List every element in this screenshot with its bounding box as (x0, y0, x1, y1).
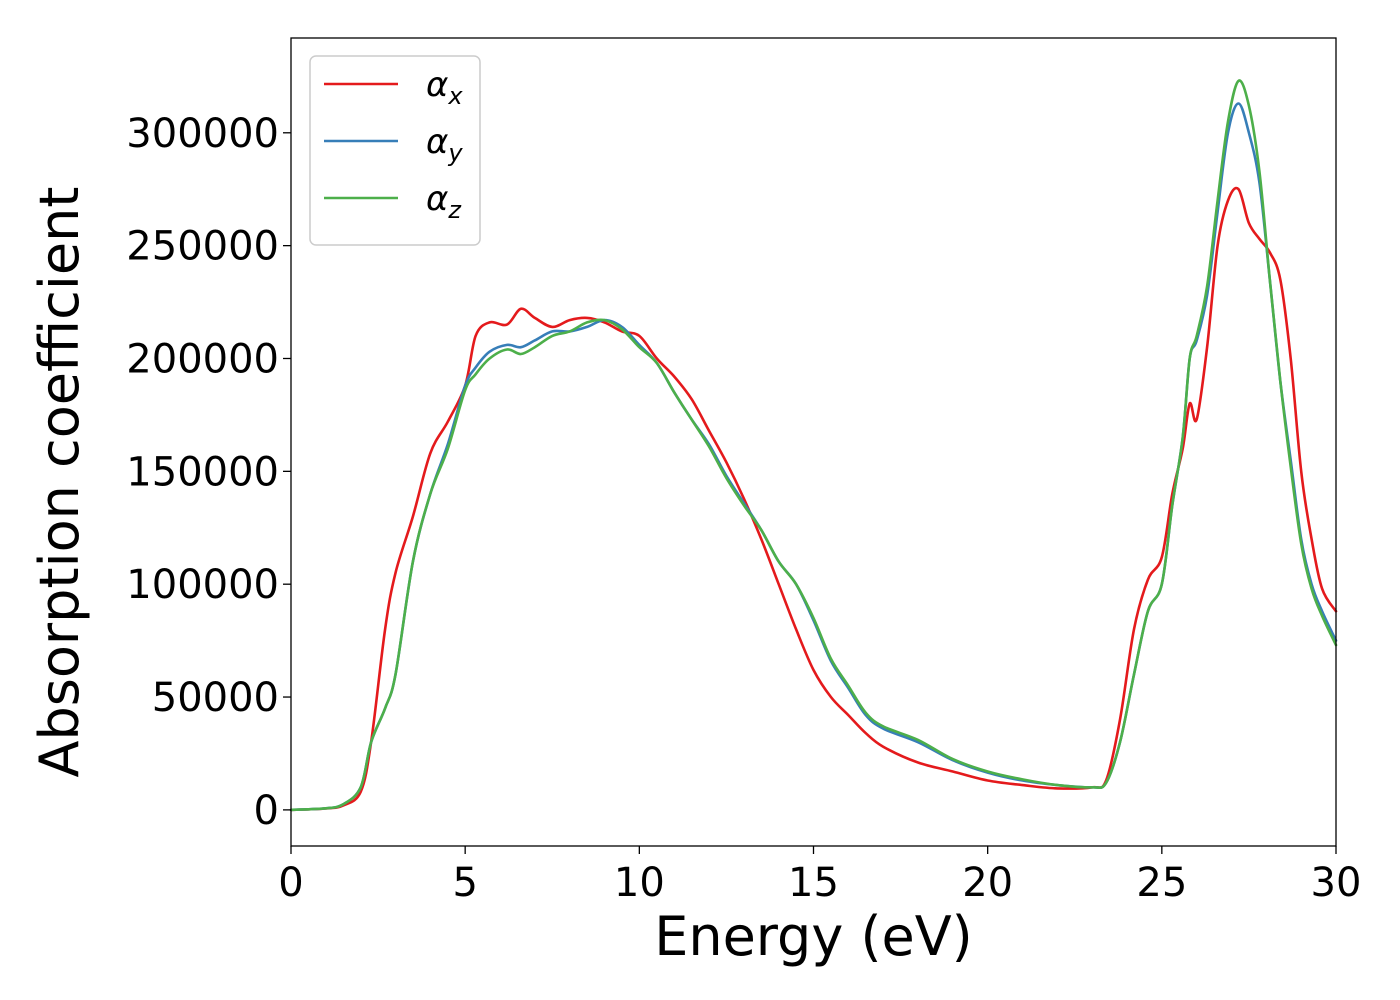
x-tick-label: 0 (278, 860, 303, 906)
x-tick-label: 10 (614, 860, 665, 906)
y-tick-label: 100000 (126, 562, 279, 608)
series-layer (289, 79, 1338, 812)
x-axis: 0 5 10 15 20 25 30 (278, 846, 1361, 906)
y-tick-label: 300000 (126, 111, 279, 157)
x-axis-title: Energy (eV) (654, 905, 973, 968)
y-tick-label: 150000 (126, 449, 279, 495)
y-tick-label: 0 (254, 788, 279, 834)
x-tick-label: 25 (1136, 860, 1187, 906)
y-axis: 0 50000 100000 150000 200000 250000 300000 (126, 111, 291, 834)
y-tick-label: 250000 (126, 224, 279, 270)
y-tick-label: 50000 (152, 675, 279, 721)
y-axis-title: Absorption coefficient (28, 187, 91, 778)
x-tick-label: 20 (962, 860, 1013, 906)
x-tick-label: 30 (1311, 860, 1362, 906)
series-line-z (289, 79, 1338, 812)
x-tick-label: 5 (452, 860, 477, 906)
series-line-x (289, 186, 1338, 812)
y-tick-label: 200000 (126, 336, 279, 382)
x-tick-label: 15 (788, 860, 839, 906)
